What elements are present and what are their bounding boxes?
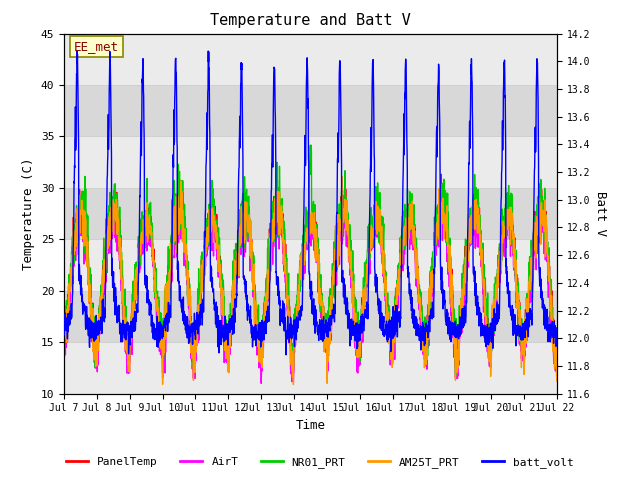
Bar [64,291,557,342]
Bar [64,136,557,188]
X-axis label: Time: Time [296,419,325,432]
Bar [64,240,557,291]
Text: EE_met: EE_met [74,40,119,53]
Y-axis label: Temperature (C): Temperature (C) [22,157,35,270]
Title: Temperature and Batt V: Temperature and Batt V [210,13,411,28]
Legend: PanelTemp, AirT, NR01_PRT, AM25T_PRT, batt_volt: PanelTemp, AirT, NR01_PRT, AM25T_PRT, ba… [61,452,579,472]
Bar [64,188,557,240]
Bar [64,34,557,85]
Bar [64,85,557,136]
Y-axis label: Batt V: Batt V [594,191,607,236]
Bar [64,342,557,394]
